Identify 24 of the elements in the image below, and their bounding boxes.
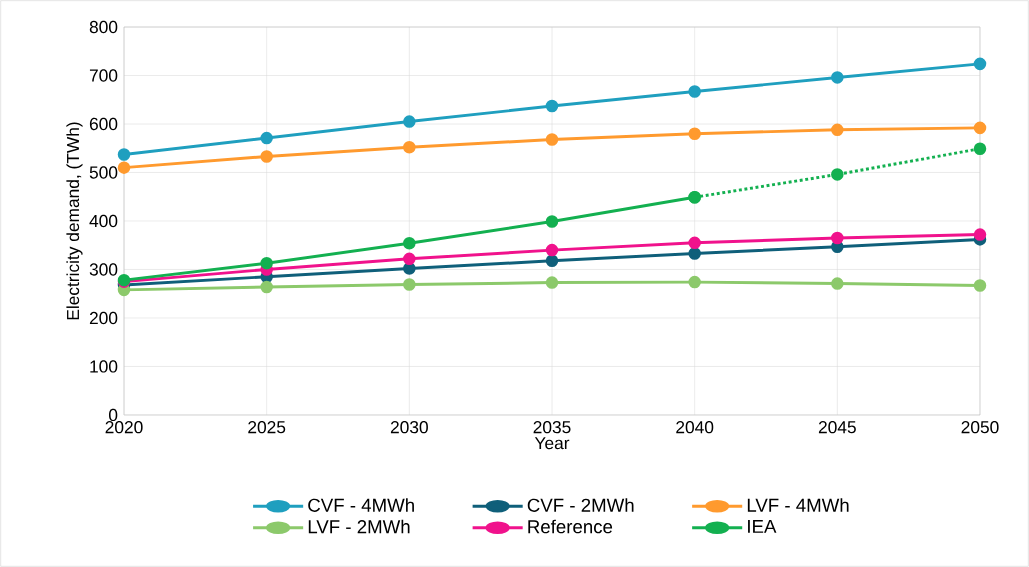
y-tick-label: 0 xyxy=(108,408,118,422)
y-tick-label: 800 xyxy=(89,20,118,34)
legend-label: LVF - 4MWh xyxy=(747,498,849,512)
y-tick-label: 600 xyxy=(89,117,118,131)
y-tick-label: 200 xyxy=(89,311,118,325)
legend-label: CVF - 4MWh xyxy=(308,498,414,512)
x-tick-label: 2020 xyxy=(105,421,143,434)
y-tick-label: 700 xyxy=(89,69,118,82)
x-axis-title: Year xyxy=(534,437,570,450)
legend-label: IEA xyxy=(748,519,777,533)
y-tick-label: 400 xyxy=(89,214,118,228)
x-tick-label: 2050 xyxy=(961,421,999,434)
x-tick-label: 2040 xyxy=(676,421,714,434)
legend-label: LVF - 2MWh xyxy=(308,519,410,534)
x-tick-label: 2025 xyxy=(248,421,286,434)
x-tick-label: 2035 xyxy=(533,421,571,434)
legend-label: CVF - 2MWh xyxy=(527,498,634,512)
x-tick-label: 2045 xyxy=(818,421,856,434)
y-tick-label: 100 xyxy=(90,360,118,373)
legend-label: Reference xyxy=(528,519,613,534)
y-tick-label: 300 xyxy=(89,263,118,276)
x-tick-label: 2030 xyxy=(390,421,428,434)
y-axis-title: Electricity demand, (TWh) xyxy=(66,122,83,320)
y-tick-label: 500 xyxy=(89,166,118,179)
